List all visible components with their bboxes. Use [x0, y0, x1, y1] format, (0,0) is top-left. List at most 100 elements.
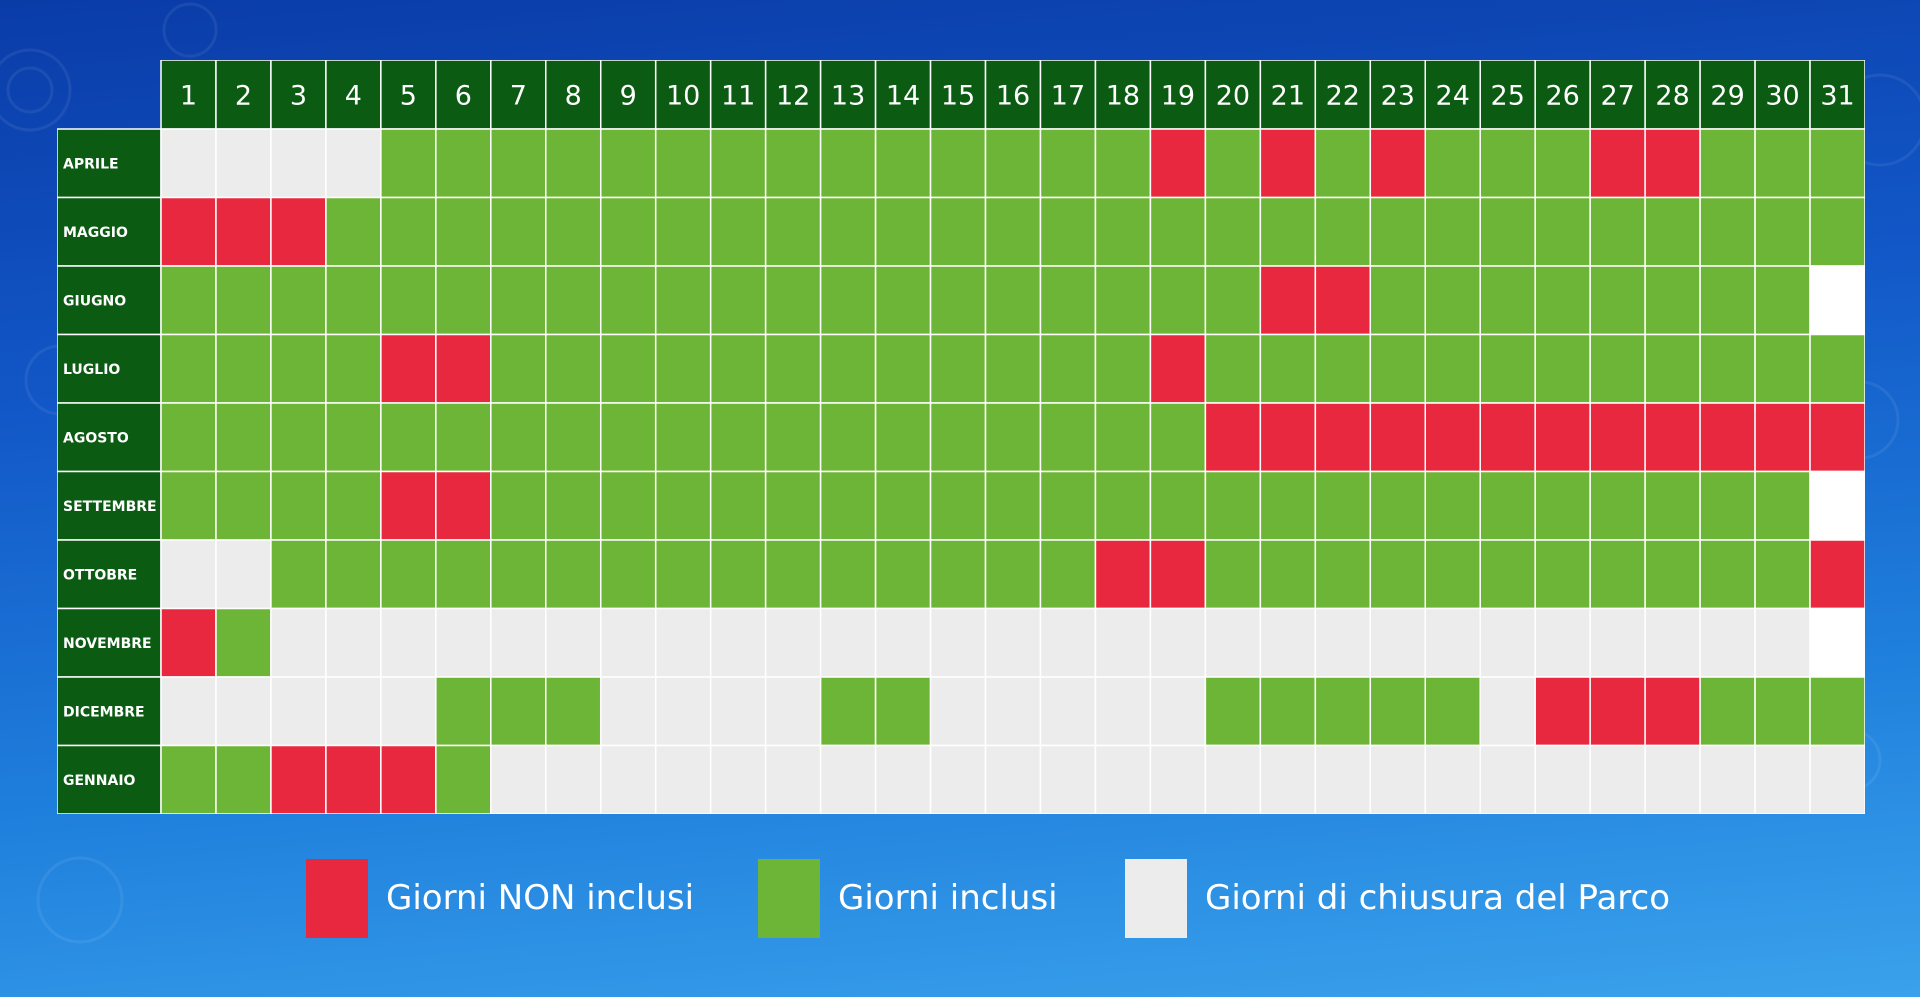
day-cell [929, 676, 987, 747]
day-cell [1534, 744, 1591, 814]
day-cell [1314, 470, 1372, 541]
day-cell [435, 744, 492, 814]
day-cell [764, 607, 822, 678]
day-cell [984, 607, 1042, 678]
day-header-label: 23 [1381, 81, 1415, 112]
day-cell [984, 196, 1042, 267]
day-cell [764, 470, 822, 541]
day-cell [1809, 265, 1865, 336]
day-cell [435, 676, 492, 747]
day-cell [490, 402, 547, 473]
day-header-label: 16 [996, 81, 1030, 112]
day-cell [654, 676, 712, 747]
day-header-label: 22 [1326, 81, 1360, 112]
day-cell [545, 333, 602, 404]
day-cell [270, 744, 327, 814]
day-cell [325, 607, 382, 678]
day-cell [984, 265, 1042, 336]
month-label: APRILE [63, 156, 119, 172]
calendar-svg: 1 2 3 4 5 6 7 8 9 10 11 12 13 14 15 16 17 18 19 20 21 22 23 24 2… [57, 60, 1865, 814]
day-cell [215, 196, 272, 267]
day-cell [270, 607, 327, 678]
day-header-label: 13 [831, 81, 865, 112]
day-cell [160, 539, 217, 610]
day-cell [490, 676, 547, 747]
day-header-label: 4 [345, 81, 362, 112]
day-header-cell [1534, 60, 1591, 130]
day-cell [764, 128, 822, 199]
day-cell [1589, 539, 1646, 610]
day-cell [325, 265, 382, 336]
day-cell [984, 470, 1042, 541]
day-cell [380, 470, 437, 541]
day-cell [709, 744, 767, 814]
month-label-cell [57, 402, 162, 473]
day-cell [654, 333, 712, 404]
day-cell [490, 539, 547, 610]
day-cell [984, 676, 1042, 747]
day-cell [1039, 333, 1097, 404]
day-cell [929, 402, 987, 473]
day-cell [599, 196, 657, 267]
day-cell [1754, 333, 1811, 404]
day-cell [1644, 333, 1701, 404]
day-header-label: 17 [1051, 81, 1085, 112]
day-cell [1754, 539, 1811, 610]
day-cell [599, 744, 657, 814]
day-cell [1094, 333, 1152, 404]
day-cell [1754, 196, 1811, 267]
day-cell [380, 265, 437, 336]
day-cell [1534, 539, 1591, 610]
day-cell [1589, 470, 1646, 541]
day-cell [490, 744, 547, 814]
day-cell [1094, 744, 1152, 814]
day-cell [929, 470, 987, 541]
day-cell [490, 128, 547, 199]
day-cell [1754, 470, 1811, 541]
day-cell [435, 470, 492, 541]
day-cell [435, 402, 492, 473]
day-cell [819, 265, 877, 336]
day-header-label: 7 [510, 81, 527, 112]
day-cell [270, 402, 327, 473]
month-label: NOVEMBRE [63, 636, 152, 652]
day-cell [380, 196, 437, 267]
day-cell [1369, 744, 1427, 814]
day-cell [1754, 744, 1811, 814]
day-cell [1534, 607, 1591, 678]
day-header-label: 24 [1436, 81, 1470, 112]
day-cell [215, 470, 272, 541]
day-cell [929, 333, 987, 404]
day-cell [1644, 539, 1701, 610]
day-header-cell [1479, 60, 1536, 130]
day-cell [929, 196, 987, 267]
day-cell [1534, 402, 1591, 473]
month-label: DICEMBRE [63, 704, 145, 720]
day-cell [599, 265, 657, 336]
day-cell [160, 470, 217, 541]
day-cell [1314, 607, 1372, 678]
month-label-cell [57, 265, 162, 336]
day-header-cell [1259, 60, 1317, 130]
day-cell [1424, 539, 1481, 610]
day-cell [1369, 470, 1427, 541]
day-cell [1149, 265, 1207, 336]
day-header-label: 18 [1106, 81, 1140, 112]
day-cell [1424, 607, 1481, 678]
day-cell [1369, 128, 1427, 199]
day-cell [1259, 196, 1317, 267]
day-cell [1589, 128, 1646, 199]
day-cell [1314, 676, 1372, 747]
day-header-cell [709, 60, 767, 130]
day-cell [764, 196, 822, 267]
day-cell [1809, 402, 1865, 473]
month-label: AGOSTO [63, 430, 129, 446]
day-cell [1424, 470, 1481, 541]
day-cell [1259, 333, 1317, 404]
day-cell [764, 333, 822, 404]
day-cell [654, 470, 712, 541]
day-cell [1424, 676, 1481, 747]
day-header-label: 21 [1271, 81, 1305, 112]
day-cell [1644, 470, 1701, 541]
day-cell [1204, 333, 1262, 404]
